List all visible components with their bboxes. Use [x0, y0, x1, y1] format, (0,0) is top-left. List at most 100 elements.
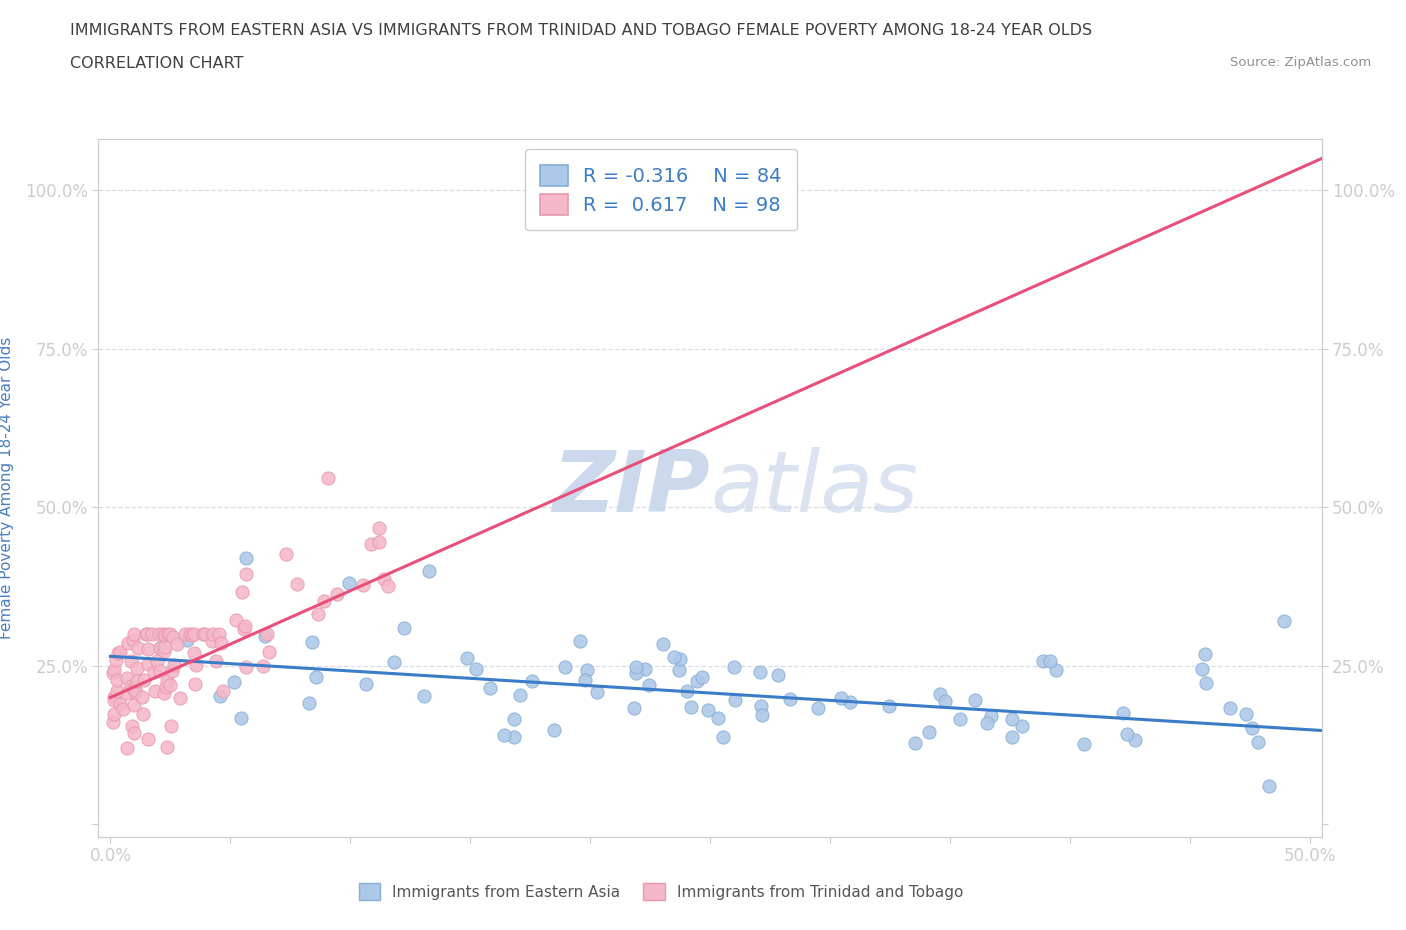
Point [1234, 707, 1257, 722]
Point [127, 673, 149, 688]
Point [143, 684, 166, 698]
Point [224, 674, 246, 689]
Point [807, 700, 830, 715]
Point [101, 665, 124, 680]
Point [166, 637, 188, 652]
Point [103, 690, 125, 705]
Point [212, 684, 235, 698]
Point [706, 711, 728, 725]
Point [117, 636, 139, 651]
Point [152, 644, 174, 658]
Point [623, 700, 645, 715]
Point [494, 727, 516, 742]
Point [120, 678, 142, 693]
Point [502, 711, 524, 726]
Point [382, 654, 405, 669]
Point [298, 695, 321, 710]
Point [1116, 727, 1139, 742]
Point [326, 587, 349, 602]
Point [1039, 654, 1062, 669]
Text: Source: ZipAtlas.com: Source: ZipAtlas.com [1230, 56, 1371, 69]
Point [162, 630, 184, 644]
Point [201, 627, 224, 642]
Point [231, 711, 253, 725]
Point [1112, 706, 1135, 721]
Point [681, 700, 703, 715]
Text: CORRELATION CHART: CORRELATION CHART [70, 56, 243, 71]
Point [153, 628, 176, 643]
Point [1123, 733, 1146, 748]
Point [949, 711, 972, 726]
Point [162, 664, 184, 679]
Point [149, 663, 172, 678]
Point [122, 698, 145, 712]
Point [337, 576, 360, 591]
Point [183, 645, 205, 660]
Point [186, 658, 208, 672]
Point [418, 564, 440, 578]
Point [751, 707, 773, 722]
Point [135, 627, 157, 642]
Point [169, 690, 191, 705]
Point [132, 672, 155, 687]
Point [103, 663, 125, 678]
Point [136, 731, 159, 746]
Point [131, 689, 153, 704]
Point [125, 660, 148, 675]
Point [252, 658, 274, 673]
Y-axis label: Female Poverty Among 18-24 Year Olds: Female Poverty Among 18-24 Year Olds [0, 338, 14, 640]
Point [1272, 614, 1295, 629]
Point [929, 686, 952, 701]
Point [838, 694, 860, 709]
Point [1000, 729, 1022, 744]
Point [235, 659, 257, 674]
Point [231, 585, 253, 600]
Point [624, 659, 647, 674]
Point [1194, 646, 1216, 661]
Point [124, 684, 146, 699]
Point [316, 471, 339, 485]
Point [690, 670, 713, 684]
Point [121, 633, 143, 648]
Point [121, 719, 143, 734]
Point [209, 635, 232, 650]
Point [103, 693, 125, 708]
Point [103, 706, 125, 721]
Point [1241, 721, 1264, 736]
Point [201, 633, 224, 648]
Point [1247, 735, 1270, 750]
Point [257, 644, 280, 659]
Point [174, 627, 197, 642]
Point [233, 622, 256, 637]
Point [830, 691, 852, 706]
Legend: Immigrants from Eastern Asia, Immigrants from Trinidad and Tobago: Immigrants from Eastern Asia, Immigrants… [353, 877, 970, 906]
Point [152, 627, 174, 642]
Point [124, 683, 146, 698]
Point [235, 551, 257, 565]
Text: ZIP: ZIP [553, 446, 710, 530]
Point [142, 664, 165, 679]
Point [108, 644, 131, 659]
Point [149, 641, 172, 656]
Point [976, 715, 998, 730]
Point [204, 653, 226, 668]
Point [256, 627, 278, 642]
Point [207, 627, 229, 642]
Point [153, 685, 176, 700]
Point [392, 620, 415, 635]
Point [253, 629, 276, 644]
Point [233, 618, 256, 633]
Point [101, 714, 124, 729]
Point [1219, 700, 1241, 715]
Point [749, 698, 772, 713]
Point [141, 627, 163, 642]
Point [274, 547, 297, 562]
Point [108, 697, 131, 711]
Point [149, 641, 172, 656]
Point [155, 674, 177, 689]
Point [503, 729, 526, 744]
Point [543, 723, 565, 737]
Point [111, 701, 134, 716]
Point [159, 678, 181, 693]
Point [124, 627, 146, 642]
